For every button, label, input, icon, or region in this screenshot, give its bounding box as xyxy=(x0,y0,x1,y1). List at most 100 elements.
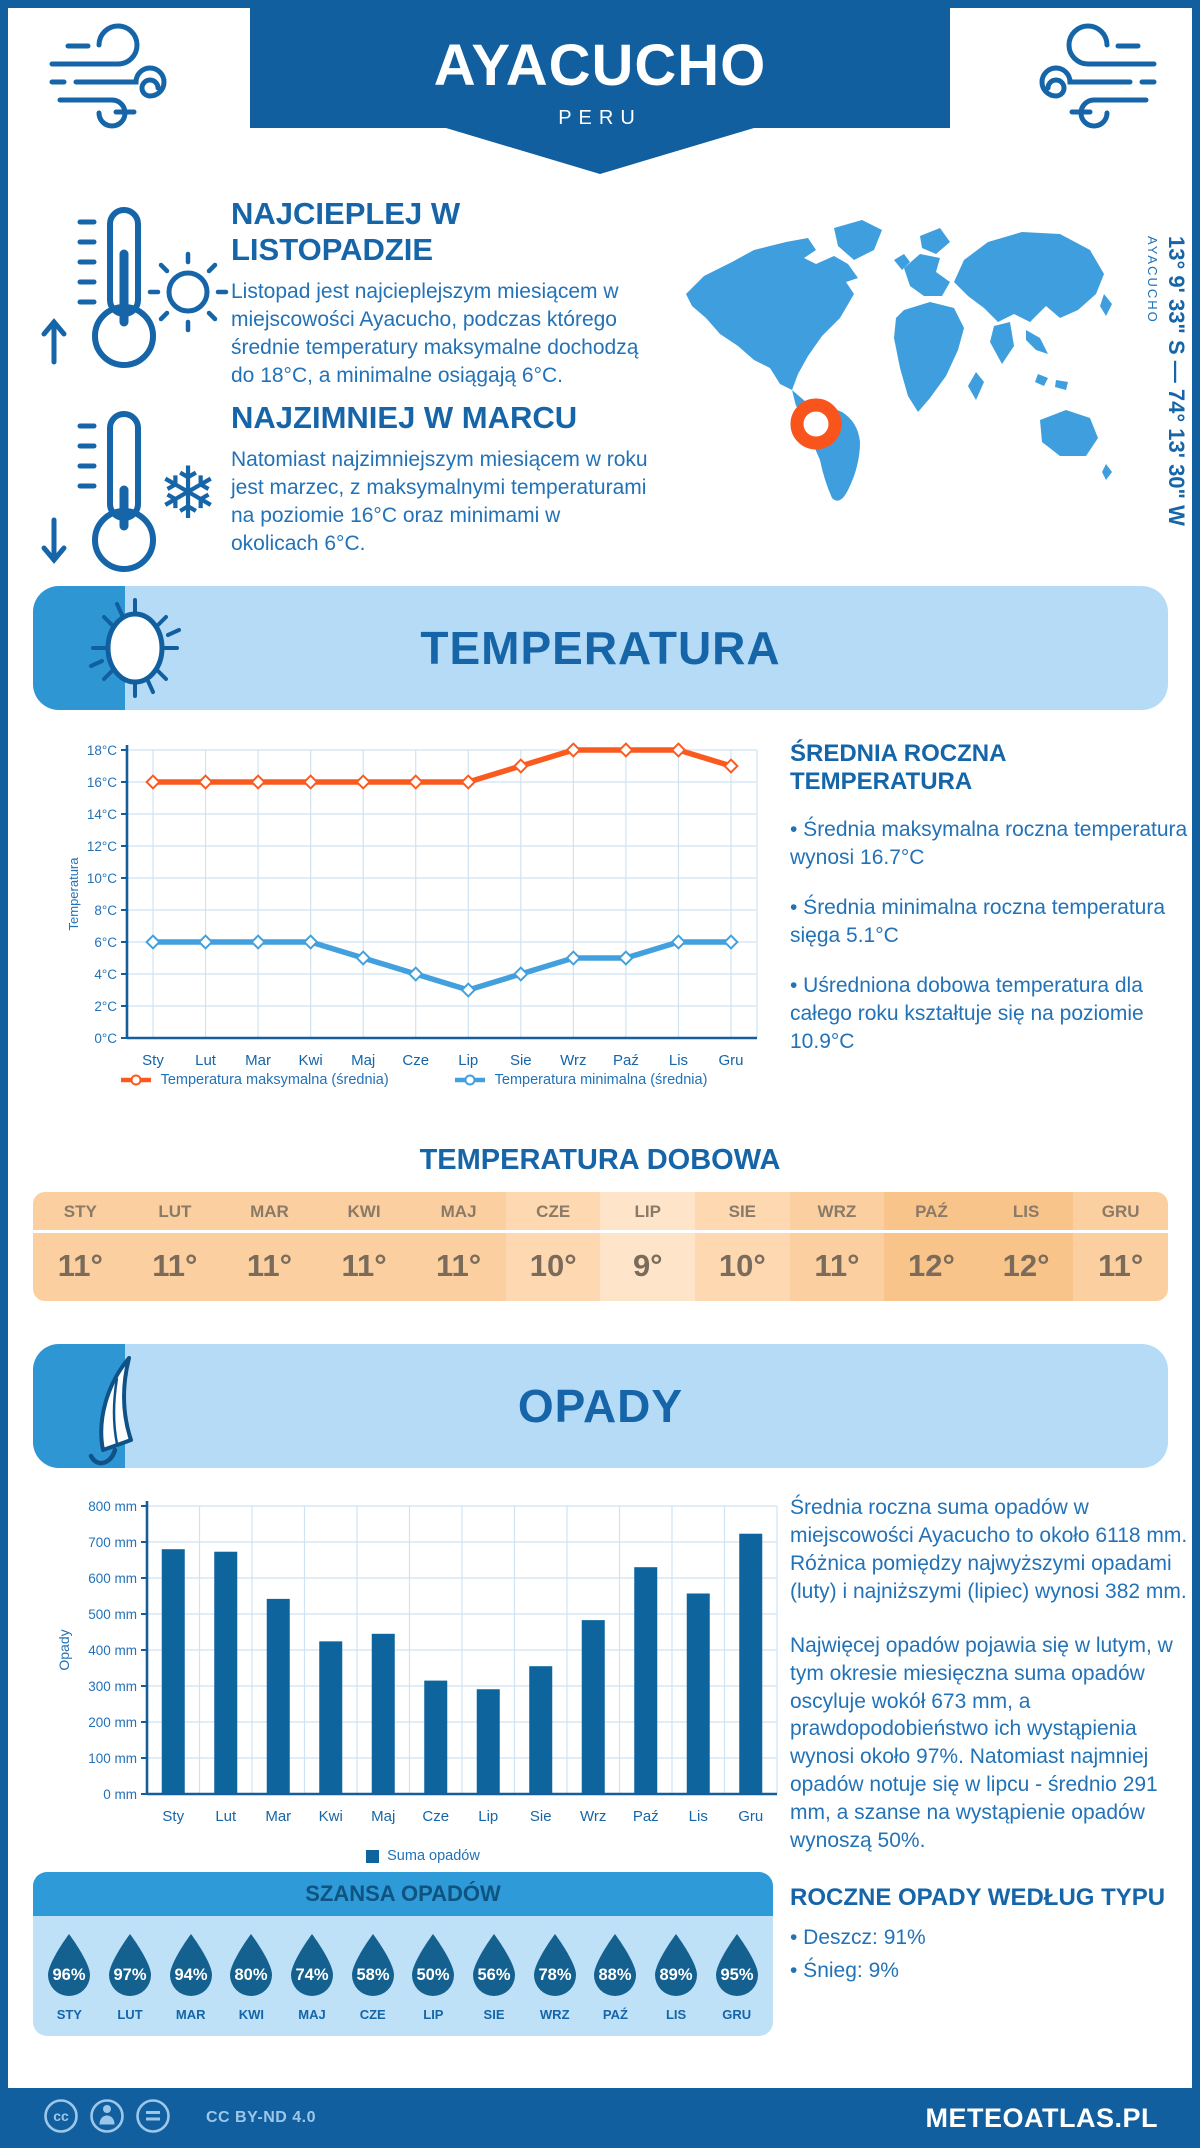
daily-table-month: GRU xyxy=(1073,1192,1168,1233)
warmest-month-block: NAJCIEPLEJ W LISTOPADZIE Listopad jest n… xyxy=(36,196,661,390)
daily-table-column: KWI 11° xyxy=(316,1192,412,1301)
svg-text:Sty: Sty xyxy=(162,1808,184,1825)
svg-text:14°C: 14°C xyxy=(87,807,117,822)
wind-icon xyxy=(1008,22,1168,142)
svg-text:Wrz: Wrz xyxy=(560,1052,586,1069)
rain-chance-column: 97% LUT xyxy=(100,1932,161,2022)
droplet-icon: 95% xyxy=(715,1934,758,1996)
daily-table-month: CZE xyxy=(505,1192,601,1233)
daily-table-month: STY xyxy=(33,1192,128,1233)
droplet-icon: 94% xyxy=(169,1934,212,1996)
svg-text:Mar: Mar xyxy=(265,1808,291,1825)
svg-text:50%: 50% xyxy=(417,1966,450,1984)
page-subtitle: PERU xyxy=(558,107,642,129)
rain-chance-column: 95% GRU xyxy=(706,1932,767,2022)
cc-license-icons: cc xyxy=(42,2097,192,2140)
svg-text:0 mm: 0 mm xyxy=(103,1787,137,1802)
daily-table-month: LIP xyxy=(600,1192,696,1233)
daily-table-column: LIP 9° xyxy=(600,1192,696,1301)
svg-text:4°C: 4°C xyxy=(94,967,117,982)
svg-text:Lut: Lut xyxy=(195,1052,217,1069)
precipitation-type-heading: ROCZNE OPADY WEDŁUG TYPU xyxy=(790,1884,1166,1911)
droplet-icon: 78% xyxy=(533,1934,576,1996)
daily-table-column: MAJ 11° xyxy=(411,1192,506,1301)
daily-table-value: 11° xyxy=(1098,1248,1144,1283)
droplet-icon: 58% xyxy=(351,1934,394,1996)
svg-text:Lis: Lis xyxy=(689,1808,708,1825)
warmest-month-heading: NAJCIEPLEJ W LISTOPADZIE xyxy=(231,196,461,267)
summary-bullet: • Średnia minimalna roczna temperatura s… xyxy=(790,895,1166,947)
svg-text:Paź: Paź xyxy=(613,1052,639,1069)
precipitation-paragraph-2: Najwięcej opadów pojawia się w lutym, w … xyxy=(790,1633,1173,1853)
rain-chance-column: 56% SIE xyxy=(464,1932,525,2022)
daily-table-month: KWI xyxy=(316,1192,412,1233)
svg-text:700 mm: 700 mm xyxy=(88,1535,137,1550)
location-marker xyxy=(790,398,842,450)
svg-text:Kwi: Kwi xyxy=(299,1052,323,1069)
droplet-icon: 97% xyxy=(109,1934,151,1996)
warmest-month-text: Listopad jest najcieplejszym miesiącem w… xyxy=(231,280,639,387)
daily-table-value: 11° xyxy=(436,1248,482,1283)
daily-table-value: 9° xyxy=(632,1248,663,1283)
legend-item: Temperatura maksymalna (średnia) xyxy=(119,1072,389,1088)
svg-text:74%: 74% xyxy=(296,1966,329,1984)
coldest-month-content: NAJZIMNIEJ W MARCU Natomiast najzimniejs… xyxy=(231,400,651,580)
legend-label: Suma opadów xyxy=(387,1848,480,1864)
daily-table-column: LIS 12° xyxy=(978,1192,1074,1301)
wind-icon xyxy=(38,22,198,142)
temperature-line-chart: 0°C 2°C 4°C 6°C 8°C 10°C 12°C 14°C 16°C 18°C Sty Lu… xyxy=(63,736,763,1089)
svg-text:Paź: Paź xyxy=(633,1808,659,1825)
daily-table-value: 12° xyxy=(1002,1248,1050,1283)
svg-text:600 mm: 600 mm xyxy=(88,1571,137,1586)
daily-table-column: MAR 11° xyxy=(222,1192,317,1301)
summary-bullet: • Uśredniona dobowa temperatura dla całe… xyxy=(790,973,1144,1053)
daily-table-value: 11° xyxy=(57,1248,103,1283)
svg-text:88%: 88% xyxy=(599,1966,632,1984)
svg-text:0°C: 0°C xyxy=(94,1031,117,1046)
sun-icon xyxy=(77,590,193,711)
thermometer-down-snowflake-icon: ❄ xyxy=(36,400,231,580)
coldest-month-block: ❄ NAJZIMNIEJ W MARCU Natomiast najzimnie… xyxy=(36,400,661,580)
svg-text:2°C: 2°C xyxy=(94,999,117,1014)
rain-chance-month: WRZ xyxy=(539,2007,570,2022)
svg-text:Sty: Sty xyxy=(142,1052,164,1069)
daily-table-column: CZE 10° xyxy=(505,1192,601,1301)
daily-table-month: LIS xyxy=(978,1192,1074,1233)
svg-text:94%: 94% xyxy=(174,1966,207,1984)
droplet-icon: 74% xyxy=(291,1934,334,1996)
precipitation-paragraph-1: Średnia roczna suma opadów w miejscowośc… xyxy=(790,1496,1188,1603)
svg-text:78%: 78% xyxy=(538,1966,571,1984)
rain-chance-month: MAR xyxy=(175,2007,206,2022)
rain-chance-month: LUT xyxy=(117,2007,143,2022)
svg-text:Mar: Mar xyxy=(245,1052,271,1069)
temperature-summary-bullets: • Średnia maksymalna roczna temperatura … xyxy=(790,816,1190,1055)
daily-table-value: 10° xyxy=(529,1248,577,1283)
droplet-icon: 56% xyxy=(473,1934,516,1996)
rain-chance-month: PAŹ xyxy=(602,2007,628,2022)
rain-chance-column: 58% CZE xyxy=(342,1932,403,2022)
daily-table-month: MAJ xyxy=(411,1192,506,1233)
rain-chance-column: 50% LIP xyxy=(403,1932,464,2022)
daily-table-month: LUT xyxy=(127,1192,223,1233)
page-title: AYACUCHO xyxy=(433,33,767,98)
rain-chance-month: SIE xyxy=(483,2007,505,2022)
svg-text:Wrz: Wrz xyxy=(580,1808,606,1825)
droplet-icon: 80% xyxy=(230,1934,273,1996)
droplet-icon: 50% xyxy=(412,1934,455,1996)
rain-chance-droplets: 96% STY 97% LUT 94% MAR 80% KWI 74% MAJ 58% CZE 50% L… xyxy=(33,1916,773,2036)
header-banner: AYACUCHO PERU xyxy=(250,8,950,174)
svg-text:500 mm: 500 mm xyxy=(88,1607,137,1622)
type-bullet: • Śnieg: 9% xyxy=(790,1958,899,1982)
svg-text:Sie: Sie xyxy=(530,1808,552,1825)
daily-table-value: 10° xyxy=(718,1248,766,1283)
precipitation-type-bullets: • Deszcz: 91% • Śnieg: 9% xyxy=(790,1922,1190,1987)
svg-text:6°C: 6°C xyxy=(94,935,117,950)
svg-text:300 mm: 300 mm xyxy=(88,1679,137,1694)
rain-chance-column: 80% KWI xyxy=(221,1932,282,2022)
svg-text:Temperatura: Temperatura xyxy=(66,857,81,931)
rain-chance-column: 88% PAŹ xyxy=(585,1932,646,2022)
svg-text:Kwi: Kwi xyxy=(319,1808,343,1825)
svg-text:89%: 89% xyxy=(660,1966,693,1984)
daily-table-value: 11° xyxy=(814,1248,860,1283)
daily-table-column: WRZ 11° xyxy=(789,1192,885,1301)
